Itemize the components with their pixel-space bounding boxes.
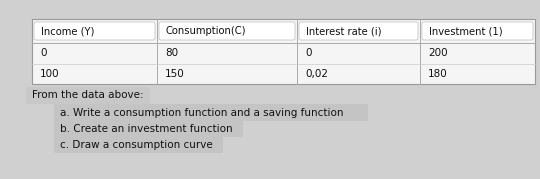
Text: 200: 200 <box>428 48 448 58</box>
Text: Interest rate (i): Interest rate (i) <box>306 26 381 36</box>
Text: 80: 80 <box>165 48 178 58</box>
FancyBboxPatch shape <box>26 87 150 104</box>
Text: 100: 100 <box>40 69 59 79</box>
Text: a. Write a consumption function and a saving function: a. Write a consumption function and a sa… <box>60 108 343 117</box>
Text: 0: 0 <box>40 48 46 58</box>
FancyBboxPatch shape <box>32 19 535 84</box>
FancyBboxPatch shape <box>54 120 243 137</box>
Text: c. Draw a consumption curve: c. Draw a consumption curve <box>60 139 213 149</box>
Text: Consumption(C): Consumption(C) <box>166 26 246 36</box>
FancyBboxPatch shape <box>299 22 418 40</box>
Text: Income (Y): Income (Y) <box>41 26 94 36</box>
FancyBboxPatch shape <box>54 104 368 121</box>
FancyBboxPatch shape <box>422 22 533 40</box>
Text: Investment (1): Investment (1) <box>429 26 503 36</box>
Text: 0,02: 0,02 <box>305 69 328 79</box>
Text: 180: 180 <box>428 69 448 79</box>
FancyBboxPatch shape <box>34 22 155 40</box>
FancyBboxPatch shape <box>54 136 223 153</box>
Text: b. Create an investment function: b. Create an investment function <box>60 124 233 134</box>
FancyBboxPatch shape <box>159 22 295 40</box>
Text: 0: 0 <box>305 48 312 58</box>
Text: From the data above:: From the data above: <box>32 91 144 100</box>
Text: 150: 150 <box>165 69 185 79</box>
